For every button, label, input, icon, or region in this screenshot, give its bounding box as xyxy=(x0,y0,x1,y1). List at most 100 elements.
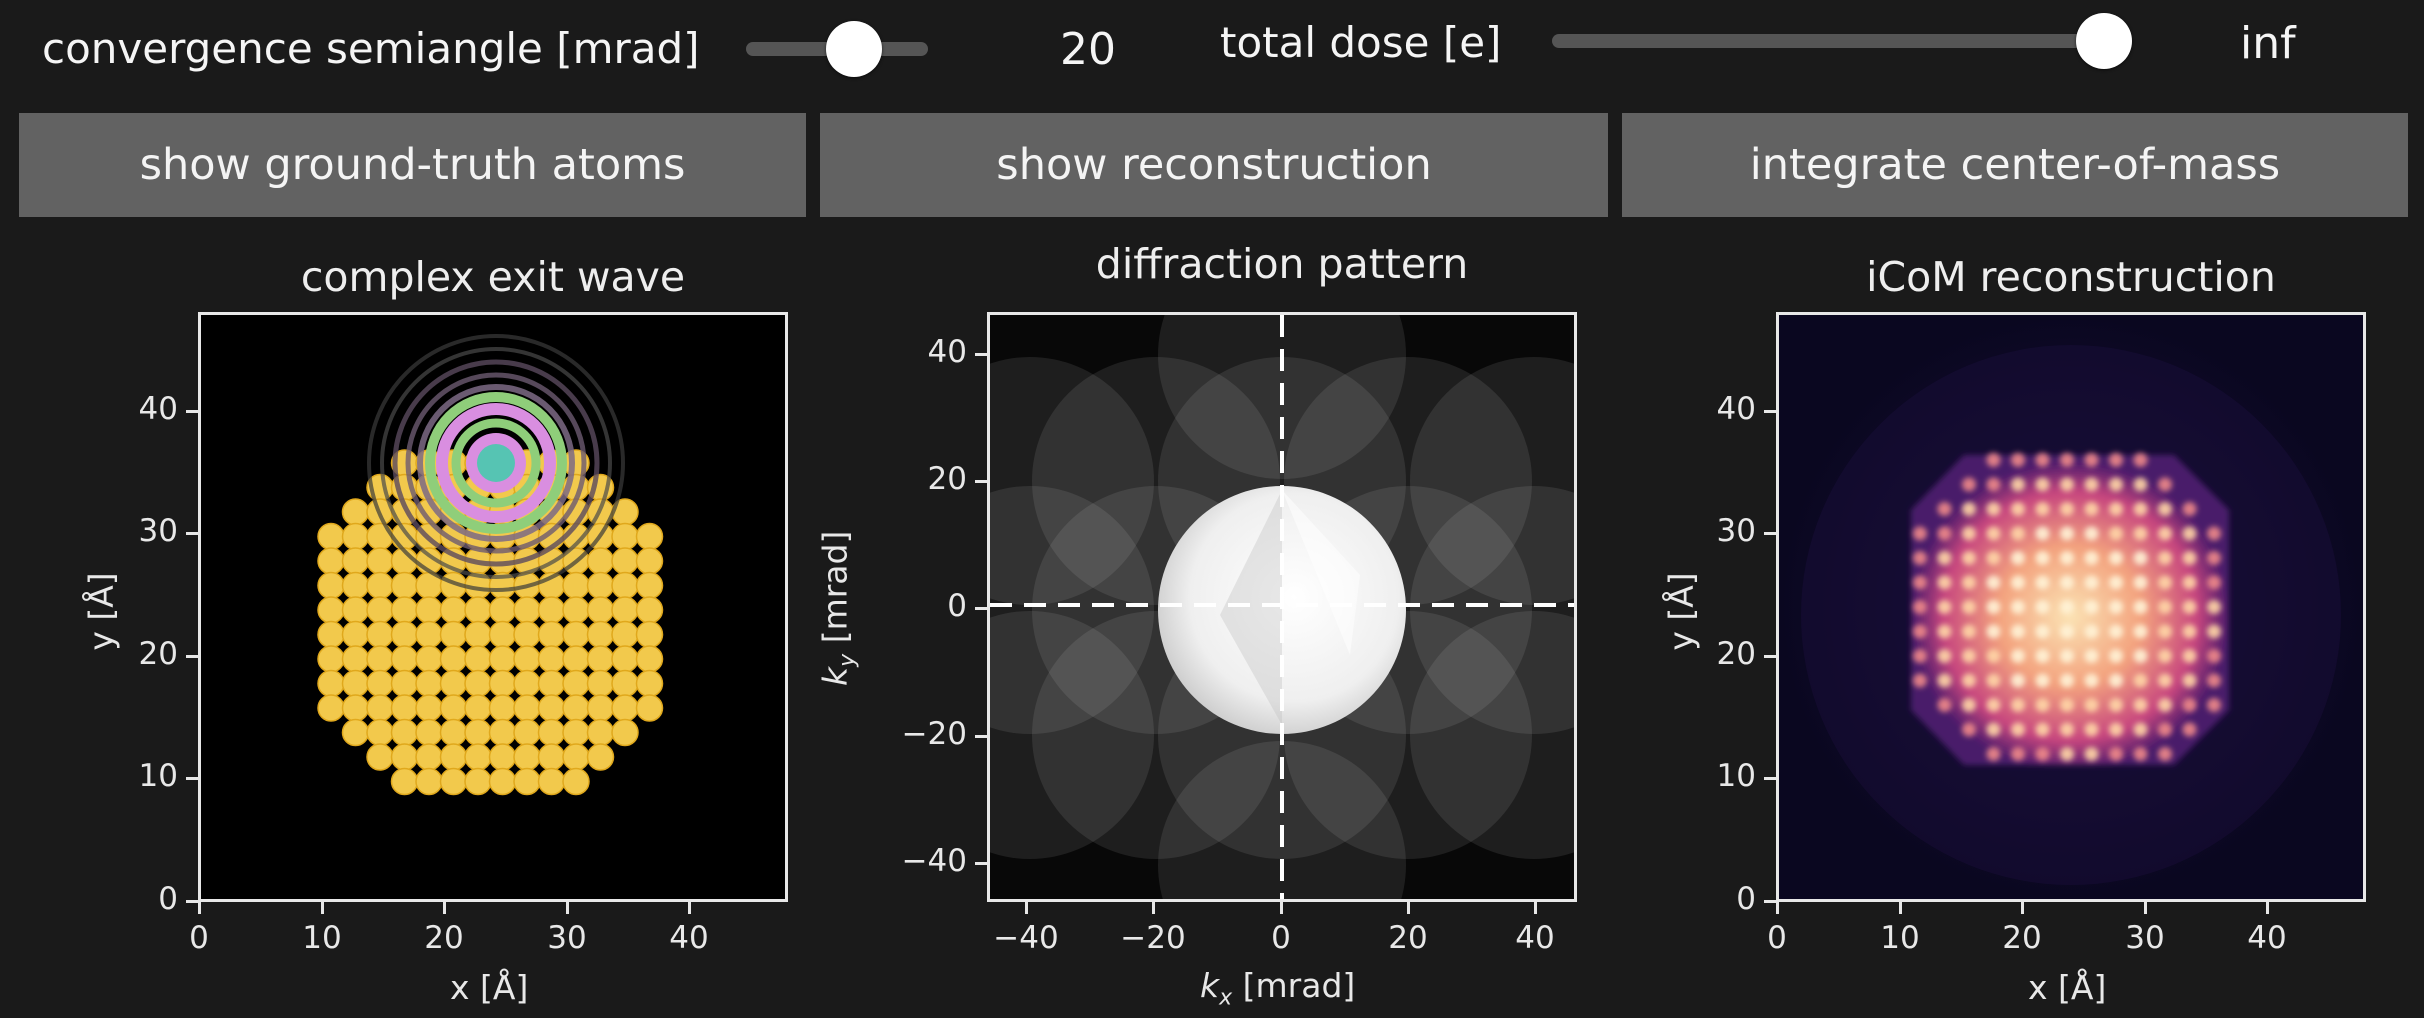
atom-marker xyxy=(341,645,370,673)
atom-marker xyxy=(488,669,517,698)
icom-lattice-dot xyxy=(2060,698,2074,712)
icom-lattice-dot xyxy=(2035,551,2050,565)
dose-slider[interactable] xyxy=(1552,34,2132,48)
x-tick-label: 40 xyxy=(1515,920,1555,956)
icom-lattice-dot xyxy=(2109,600,2123,614)
atom-marker xyxy=(488,620,517,649)
atom-marker xyxy=(562,645,590,673)
icom-lattice-dot xyxy=(2060,453,2074,467)
atom-marker xyxy=(586,694,615,722)
atom-marker xyxy=(586,669,615,698)
icom-lattice-dot xyxy=(1962,575,1976,590)
icom-lattice-dot xyxy=(2109,477,2123,492)
atom-marker xyxy=(562,620,590,649)
atom-marker xyxy=(611,669,639,698)
atom-marker xyxy=(366,522,394,551)
icom-lattice-dot xyxy=(2182,722,2197,737)
semiangle-value: 20 xyxy=(1060,24,1116,75)
icom-lattice-dot xyxy=(2158,649,2172,663)
x-tick-label: 0 xyxy=(1767,920,1787,956)
exit-wave-plot xyxy=(198,312,788,902)
icom-plot xyxy=(1776,312,2366,902)
y-tick-label: 0 xyxy=(947,588,967,624)
icom-lattice-dot xyxy=(1913,600,1927,614)
semiangle-slider-handle[interactable] xyxy=(826,21,882,77)
icom-lattice-dot xyxy=(2084,551,2099,565)
icom-lattice-dot xyxy=(2011,649,2025,663)
icom-lattice-dot xyxy=(1986,649,2001,663)
atom-marker xyxy=(317,547,345,575)
icom-lattice-dot xyxy=(2035,624,2050,639)
atom-marker xyxy=(415,596,443,624)
diffraction-image xyxy=(990,315,1574,899)
icom-lattice-dot xyxy=(1937,502,1952,516)
atom-marker xyxy=(611,547,639,575)
icom-lattice-dot xyxy=(2011,502,2025,516)
atom-marker xyxy=(562,743,590,771)
icom-lattice-dot xyxy=(2011,477,2025,492)
icom-lattice-dot xyxy=(2035,600,2050,614)
y-tick-label: 0 xyxy=(158,881,178,917)
atom-marker xyxy=(635,596,664,624)
x-tick-label: 20 xyxy=(2002,920,2042,956)
atom-marker xyxy=(439,718,468,747)
exit-wave-x-label: x [Å] xyxy=(450,968,529,1007)
icom-lattice-dot xyxy=(2035,453,2050,467)
x-tick-label: 40 xyxy=(2247,920,2287,956)
atom-marker xyxy=(439,645,468,673)
dose-label: total dose [e] xyxy=(1220,18,1502,67)
atom-marker xyxy=(586,743,615,771)
icom-lattice-dot xyxy=(2084,747,2099,761)
icom-lattice-dot xyxy=(2035,477,2050,492)
icom-lattice-dot xyxy=(2035,526,2050,541)
atom-marker xyxy=(537,743,566,771)
atom-marker xyxy=(562,694,590,722)
atom-marker xyxy=(415,743,443,771)
atom-marker xyxy=(439,743,468,771)
icom-lattice-dot xyxy=(2158,698,2172,712)
icom-lattice-dot xyxy=(2109,575,2123,590)
y-tick-label: 0 xyxy=(1736,881,1756,917)
icom-lattice-dot xyxy=(2207,575,2221,590)
icom-lattice-dot xyxy=(2035,502,2050,516)
icom-lattice-dot xyxy=(2158,747,2172,761)
atom-marker xyxy=(464,620,492,649)
atom-marker xyxy=(635,694,664,722)
icom-lattice-dot xyxy=(1986,551,2001,565)
atom-marker xyxy=(390,645,419,673)
icom-lattice-dot xyxy=(2035,698,2050,712)
icom-lattice-dot xyxy=(2182,526,2197,541)
show-reconstruction-button[interactable]: show reconstruction xyxy=(820,113,1608,217)
atom-marker xyxy=(464,669,492,698)
icom-lattice-dot xyxy=(2158,673,2172,688)
x-tick-label: 10 xyxy=(302,920,342,956)
diffraction-title: diffraction pattern xyxy=(1095,240,1469,288)
icom-lattice-dot xyxy=(2133,722,2148,737)
atom-marker xyxy=(562,669,590,698)
icom-lattice-dot xyxy=(2207,649,2221,663)
icom-lattice-dot xyxy=(2060,600,2074,614)
atom-marker xyxy=(537,694,566,722)
diffraction-y-label: ky [mrad] xyxy=(815,530,860,686)
diffraction-disk xyxy=(1410,611,1574,859)
diffraction-disk xyxy=(1410,357,1574,605)
icom-lattice-dot xyxy=(1962,526,1976,541)
atom-marker xyxy=(390,571,419,600)
show-ground-truth-atoms-button[interactable]: show ground-truth atoms xyxy=(19,113,806,217)
diffraction-x-label: kx [mrad] xyxy=(1200,966,1356,1011)
dose-slider-handle[interactable] xyxy=(2076,13,2132,69)
x-tick-label: 0 xyxy=(1271,920,1291,956)
y-tick-label: 20 xyxy=(927,461,967,497)
icom-lattice-dot xyxy=(2109,453,2123,467)
icom-lattice-dot xyxy=(2109,526,2123,541)
icom-lattice-dot xyxy=(2133,453,2148,467)
icom-lattice-dot xyxy=(2084,673,2099,688)
icom-lattice-dot xyxy=(1937,673,1952,688)
y-tick-label: 30 xyxy=(1716,513,1756,549)
atom-marker xyxy=(415,669,443,698)
atom-marker xyxy=(341,694,370,722)
atom-marker xyxy=(586,620,615,649)
atom-marker xyxy=(586,645,615,673)
atom-marker xyxy=(562,767,590,796)
integrate-center-of-mass-button[interactable]: integrate center-of-mass xyxy=(1622,113,2408,217)
